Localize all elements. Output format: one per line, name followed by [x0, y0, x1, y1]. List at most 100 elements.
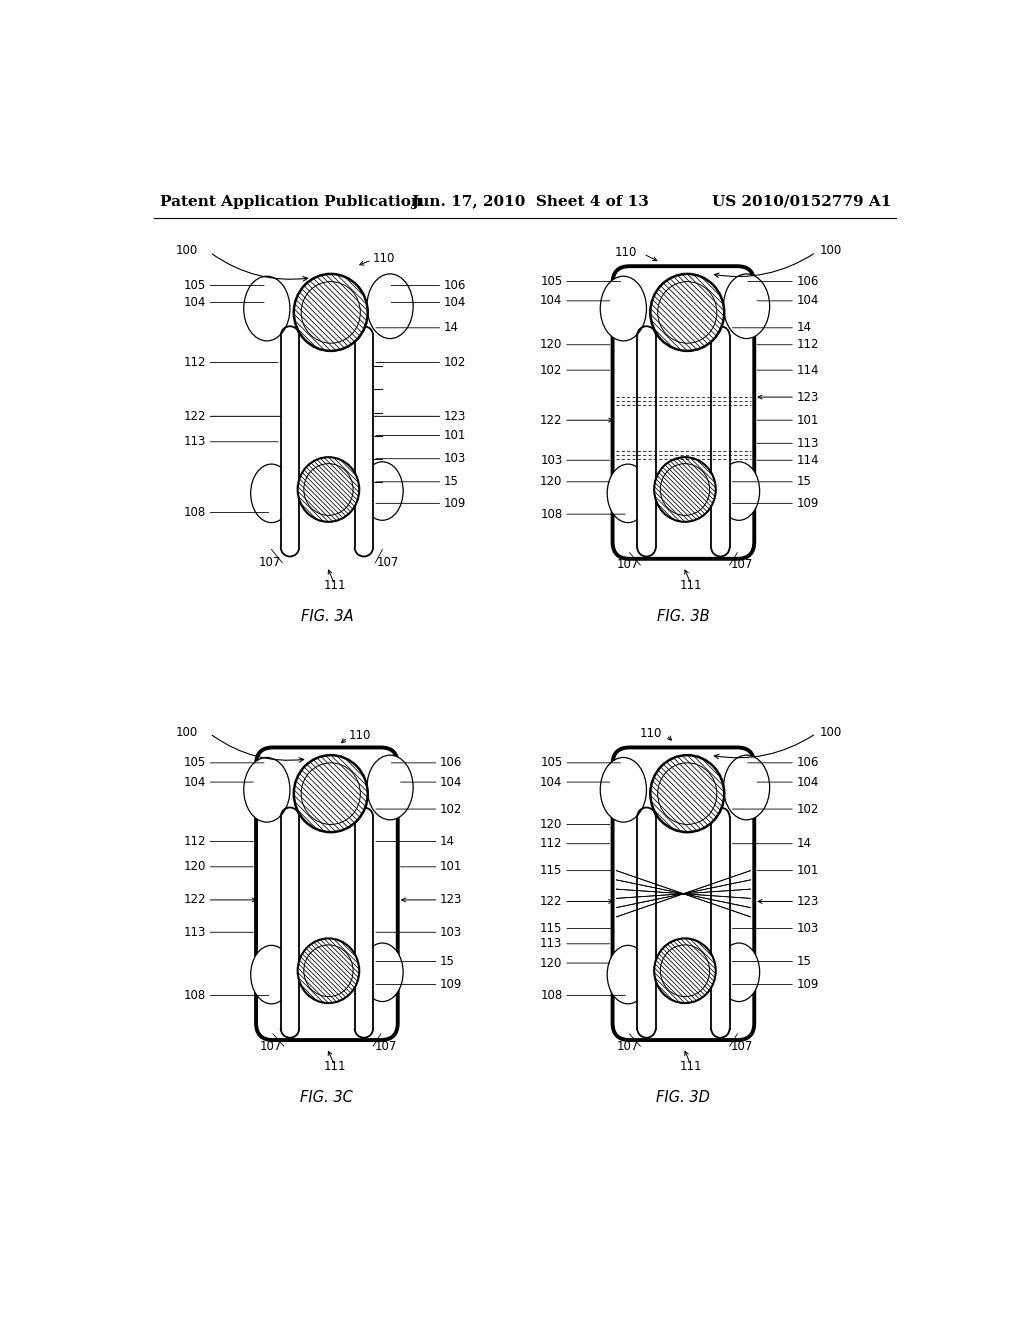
Ellipse shape — [361, 462, 403, 520]
Text: FIG. 3B: FIG. 3B — [657, 609, 710, 624]
Text: 122: 122 — [540, 895, 562, 908]
FancyBboxPatch shape — [612, 267, 755, 558]
Text: 114: 114 — [797, 363, 819, 376]
Text: 114: 114 — [797, 454, 819, 467]
Ellipse shape — [244, 758, 290, 822]
Text: 123: 123 — [797, 391, 819, 404]
Text: 107: 107 — [731, 1040, 754, 1053]
Ellipse shape — [298, 457, 359, 521]
Ellipse shape — [294, 755, 368, 832]
Text: 14: 14 — [797, 321, 812, 334]
Ellipse shape — [607, 465, 649, 523]
Text: 123: 123 — [440, 894, 463, 907]
Text: 120: 120 — [540, 475, 562, 488]
Text: FIG. 3C: FIG. 3C — [300, 1090, 353, 1105]
Text: 100: 100 — [819, 244, 842, 257]
Ellipse shape — [654, 457, 716, 521]
Text: 109: 109 — [797, 496, 819, 510]
Text: 111: 111 — [324, 579, 346, 593]
Text: 107: 107 — [616, 1040, 639, 1053]
Ellipse shape — [718, 462, 760, 520]
Ellipse shape — [298, 939, 359, 1003]
Ellipse shape — [600, 758, 646, 822]
Text: 104: 104 — [540, 294, 562, 308]
Text: 104: 104 — [440, 776, 463, 788]
Text: 111: 111 — [324, 1060, 346, 1073]
Text: 107: 107 — [731, 558, 754, 572]
Text: 106: 106 — [797, 275, 819, 288]
Text: 109: 109 — [797, 978, 819, 991]
FancyBboxPatch shape — [612, 747, 755, 1040]
Text: 113: 113 — [183, 436, 206, 449]
Text: Jun. 17, 2010  Sheet 4 of 13: Jun. 17, 2010 Sheet 4 of 13 — [412, 194, 649, 209]
Text: 102: 102 — [540, 363, 562, 376]
Text: 100: 100 — [176, 726, 199, 739]
Text: 105: 105 — [541, 275, 562, 288]
Ellipse shape — [361, 942, 403, 1002]
FancyBboxPatch shape — [256, 747, 397, 1040]
Text: 107: 107 — [377, 556, 399, 569]
Text: 106: 106 — [444, 279, 466, 292]
Ellipse shape — [650, 755, 724, 832]
Text: 112: 112 — [540, 837, 562, 850]
Text: 112: 112 — [797, 338, 819, 351]
Text: 14: 14 — [440, 834, 455, 847]
Text: 110: 110 — [348, 730, 371, 742]
Ellipse shape — [654, 939, 716, 1003]
Bar — [281, 817, 299, 1028]
Text: 107: 107 — [616, 558, 639, 572]
Ellipse shape — [654, 939, 716, 1003]
Text: 104: 104 — [183, 776, 206, 788]
Text: 112: 112 — [183, 356, 206, 370]
Text: 108: 108 — [183, 506, 206, 519]
Ellipse shape — [607, 945, 649, 1003]
Text: 107: 107 — [375, 1040, 397, 1053]
Text: 14: 14 — [444, 321, 459, 334]
Ellipse shape — [724, 275, 770, 339]
Text: 102: 102 — [440, 803, 463, 816]
Text: 15: 15 — [797, 475, 811, 488]
Ellipse shape — [600, 276, 646, 341]
Ellipse shape — [367, 275, 413, 339]
Text: 122: 122 — [540, 413, 562, 426]
Text: 106: 106 — [440, 756, 463, 770]
Text: 123: 123 — [797, 895, 819, 908]
Ellipse shape — [251, 945, 292, 1003]
Text: 14: 14 — [797, 837, 812, 850]
Text: 104: 104 — [444, 296, 466, 309]
Text: 120: 120 — [540, 338, 562, 351]
Text: 103: 103 — [444, 453, 466, 465]
Text: 120: 120 — [183, 861, 206, 874]
Bar — [354, 817, 373, 1028]
Text: 110: 110 — [639, 727, 662, 741]
Text: 102: 102 — [444, 356, 466, 370]
Bar — [281, 335, 299, 548]
Ellipse shape — [251, 465, 292, 523]
Text: 104: 104 — [540, 776, 562, 788]
Text: 122: 122 — [183, 894, 206, 907]
Text: 101: 101 — [797, 865, 819, 878]
Text: 106: 106 — [797, 756, 819, 770]
Ellipse shape — [650, 755, 724, 832]
Text: 100: 100 — [819, 726, 842, 739]
Text: 115: 115 — [540, 865, 562, 878]
Text: 104: 104 — [797, 294, 819, 308]
Text: 110: 110 — [614, 246, 637, 259]
Text: US 2010/0152779 A1: US 2010/0152779 A1 — [712, 194, 891, 209]
Text: 100: 100 — [176, 244, 199, 257]
Text: 122: 122 — [183, 409, 206, 422]
Bar — [711, 335, 730, 548]
Ellipse shape — [294, 275, 368, 351]
Text: 15: 15 — [440, 954, 455, 968]
Text: 104: 104 — [183, 296, 206, 309]
Text: 108: 108 — [541, 508, 562, 520]
Text: 101: 101 — [444, 429, 466, 442]
Text: 112: 112 — [183, 834, 206, 847]
Ellipse shape — [650, 275, 724, 351]
Text: 120: 120 — [540, 957, 562, 970]
Text: 103: 103 — [440, 925, 463, 939]
Text: Patent Application Publication: Patent Application Publication — [160, 194, 422, 209]
Text: 113: 113 — [797, 437, 819, 450]
Text: 105: 105 — [541, 756, 562, 770]
Text: FIG. 3D: FIG. 3D — [656, 1090, 711, 1105]
